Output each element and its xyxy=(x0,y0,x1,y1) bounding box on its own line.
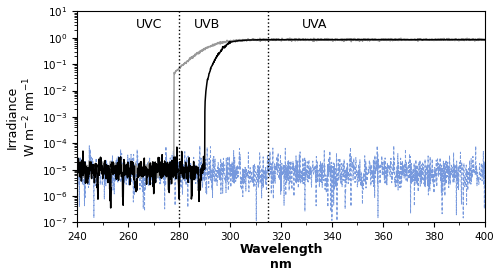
Text: UVA: UVA xyxy=(302,18,327,31)
X-axis label: Wavelength
nm: Wavelength nm xyxy=(239,243,322,271)
Y-axis label: Irradiance
$\mathregular{W\ m^{-2}\ nm^{-1}}$: Irradiance $\mathregular{W\ m^{-2}\ nm^{… xyxy=(6,77,38,157)
Text: UVB: UVB xyxy=(194,18,220,31)
Text: UVC: UVC xyxy=(136,18,162,31)
